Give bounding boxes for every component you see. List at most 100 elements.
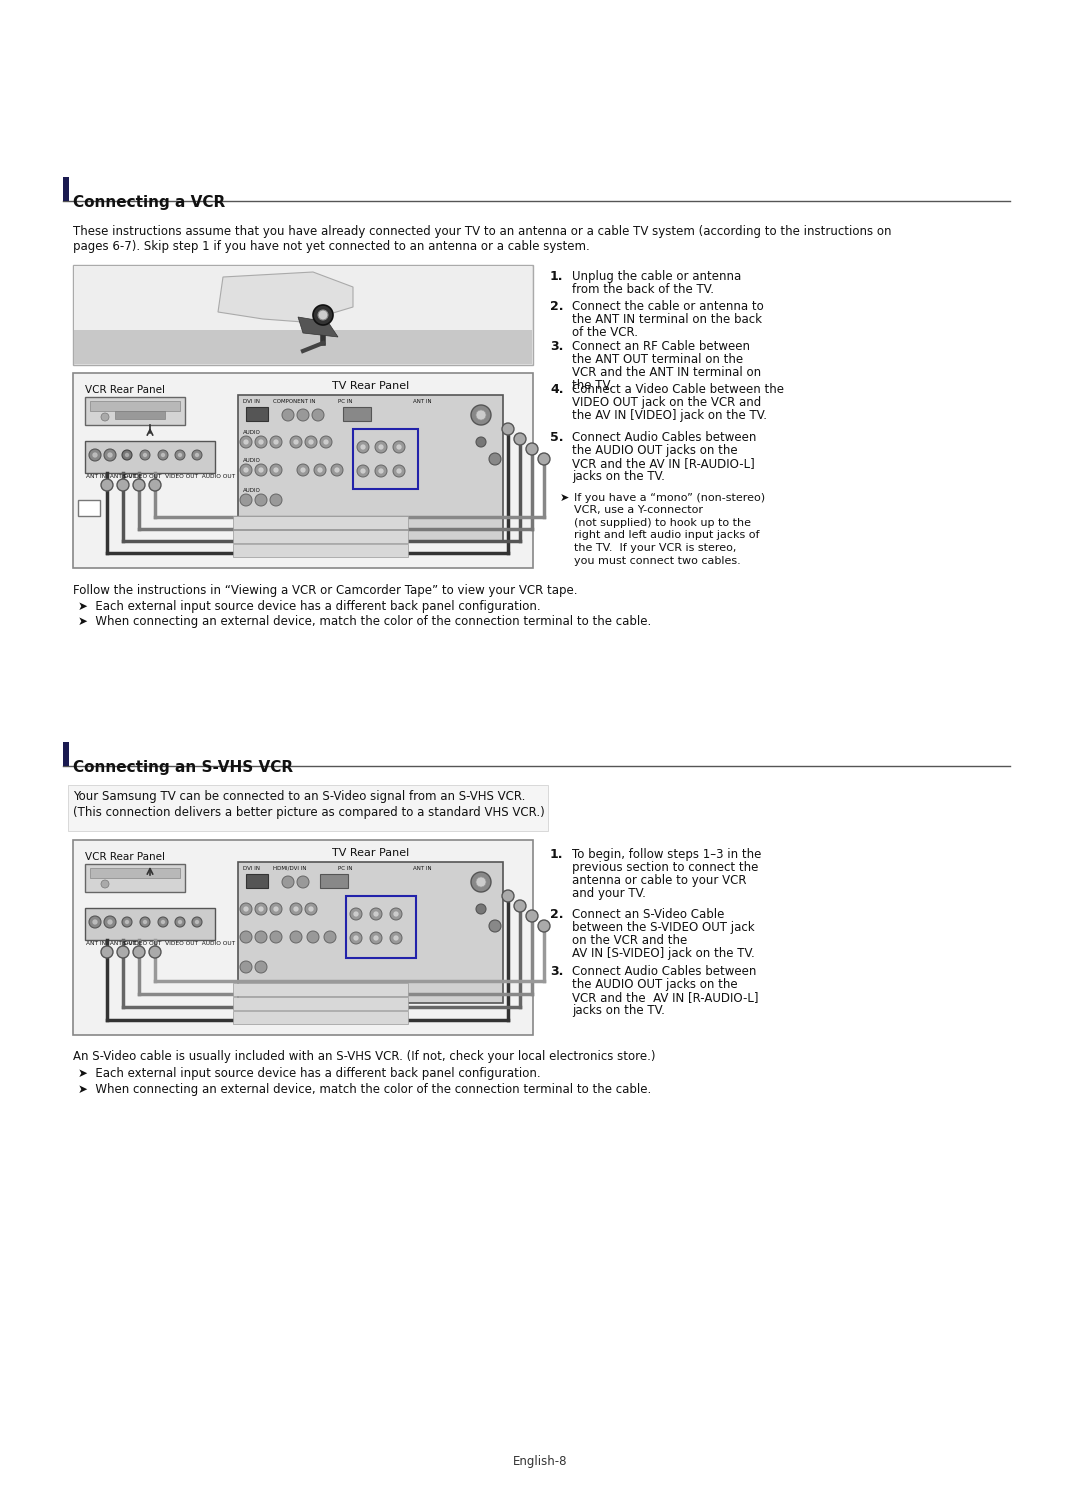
Text: ➤  When connecting an external device, match the color of the connection termina: ➤ When connecting an external device, ma…: [78, 1084, 651, 1096]
Polygon shape: [218, 272, 353, 322]
Circle shape: [255, 494, 267, 507]
Circle shape: [177, 452, 183, 457]
Circle shape: [161, 920, 165, 924]
Bar: [320, 875, 348, 888]
Circle shape: [194, 920, 200, 924]
Bar: [78, 500, 100, 516]
Circle shape: [526, 443, 538, 455]
Circle shape: [104, 915, 116, 927]
Text: Connect Audio Cables between: Connect Audio Cables between: [572, 431, 756, 443]
Circle shape: [240, 464, 252, 476]
Circle shape: [313, 305, 333, 325]
Circle shape: [396, 443, 402, 449]
Circle shape: [293, 439, 299, 445]
Text: 1.: 1.: [550, 848, 564, 861]
Text: 1.: 1.: [550, 271, 564, 283]
Text: on the VCR and the: on the VCR and the: [572, 933, 687, 947]
Circle shape: [502, 890, 514, 902]
Circle shape: [240, 436, 252, 448]
Text: the ANT IN terminal on the back: the ANT IN terminal on the back: [572, 313, 762, 326]
Text: ANT IN: ANT IN: [413, 866, 432, 872]
Text: antenna or cable to your VCR: antenna or cable to your VCR: [572, 875, 746, 887]
Circle shape: [357, 440, 369, 452]
Circle shape: [390, 908, 402, 920]
Circle shape: [393, 911, 399, 917]
Bar: [233, 1012, 408, 1024]
Text: (This connection delivers a better picture as compared to a standard VHS VCR.): (This connection delivers a better pictu…: [73, 806, 544, 819]
Circle shape: [258, 439, 264, 445]
Bar: [75, 266, 532, 331]
Text: Connect an S-Video Cable: Connect an S-Video Cable: [572, 908, 725, 921]
Text: Unplug the cable or antenna: Unplug the cable or antenna: [572, 271, 741, 283]
Text: DVI IN: DVI IN: [243, 398, 260, 404]
Circle shape: [124, 920, 130, 924]
Text: the AUDIO OUT jacks on the: the AUDIO OUT jacks on the: [572, 978, 738, 990]
Circle shape: [243, 439, 249, 445]
Bar: [233, 544, 408, 558]
Circle shape: [282, 409, 294, 421]
Text: ANT IN  ANT OUT: ANT IN ANT OUT: [86, 941, 136, 945]
Circle shape: [360, 467, 366, 473]
Text: and your TV.: and your TV.: [572, 887, 646, 900]
Circle shape: [270, 494, 282, 507]
Circle shape: [255, 930, 267, 942]
Circle shape: [334, 467, 340, 473]
Text: To begin, follow steps 1–3 in the: To begin, follow steps 1–3 in the: [572, 848, 761, 861]
Circle shape: [92, 918, 98, 924]
Text: Connect the cable or antenna to: Connect the cable or antenna to: [572, 301, 764, 313]
Text: (not supplied) to hook up to the: (not supplied) to hook up to the: [573, 519, 751, 528]
Text: VCR Rear Panel: VCR Rear Panel: [85, 385, 165, 395]
Circle shape: [378, 467, 384, 473]
Bar: [85, 397, 185, 425]
Circle shape: [161, 452, 165, 457]
Text: 4.: 4.: [550, 383, 564, 395]
Circle shape: [476, 876, 486, 887]
Circle shape: [177, 920, 183, 924]
Bar: [233, 516, 408, 529]
Text: 2  S-Video Cable (Not supplied): 2 S-Video Cable (Not supplied): [237, 998, 399, 1009]
Text: HDMI/DVI IN: HDMI/DVI IN: [273, 866, 307, 872]
Circle shape: [149, 945, 161, 957]
Text: VCR and the  AV IN [R-AUDIO-L]: VCR and the AV IN [R-AUDIO-L]: [572, 990, 758, 1004]
Circle shape: [140, 449, 150, 460]
Circle shape: [305, 436, 318, 448]
Text: S-VIDEO OUT  VIDEO OUT  AUDIO OUT: S-VIDEO OUT VIDEO OUT AUDIO OUT: [123, 941, 235, 945]
Bar: [63, 177, 69, 201]
Bar: [114, 410, 165, 419]
Text: AUDIO: AUDIO: [243, 430, 261, 434]
Text: AUDIO: AUDIO: [243, 458, 261, 463]
Text: An S-Video cable is usually included with an S-VHS VCR. (If not, check your loca: An S-Video cable is usually included wit…: [73, 1051, 656, 1063]
Text: 2: 2: [83, 500, 90, 510]
Circle shape: [393, 440, 405, 452]
Circle shape: [102, 879, 109, 888]
Bar: [90, 869, 180, 878]
Circle shape: [514, 433, 526, 445]
Text: PC IN: PC IN: [338, 398, 352, 404]
Circle shape: [502, 422, 514, 434]
Circle shape: [373, 911, 379, 917]
Text: Connecting an S-VHS VCR: Connecting an S-VHS VCR: [73, 761, 293, 776]
Bar: [68, 785, 548, 831]
Text: you must connect two cables.: you must connect two cables.: [573, 556, 741, 565]
Circle shape: [300, 467, 306, 473]
Circle shape: [476, 437, 486, 446]
Circle shape: [318, 467, 323, 473]
Text: 2.: 2.: [550, 301, 564, 313]
Circle shape: [192, 449, 202, 460]
Text: of the VCR.: of the VCR.: [572, 326, 638, 340]
Circle shape: [255, 960, 267, 972]
Text: 5.: 5.: [550, 431, 564, 443]
Text: ➤  When connecting an external device, match the color of the connection termina: ➤ When connecting an external device, ma…: [78, 615, 651, 628]
Text: ➤  Each external input source device has a different back panel configuration.: ➤ Each external input source device has …: [78, 1067, 541, 1081]
Circle shape: [360, 443, 366, 449]
Text: the AUDIO OUT jacks on the: the AUDIO OUT jacks on the: [572, 443, 738, 457]
Text: S-VIDEO OUT  VIDEO OUT  AUDIO OUT: S-VIDEO OUT VIDEO OUT AUDIO OUT: [123, 473, 235, 479]
Bar: [233, 983, 408, 996]
Circle shape: [255, 903, 267, 915]
Circle shape: [314, 464, 326, 476]
Circle shape: [538, 452, 550, 464]
Text: 2.: 2.: [550, 908, 564, 921]
Text: the TV.: the TV.: [572, 379, 612, 392]
Circle shape: [104, 449, 116, 461]
Circle shape: [140, 917, 150, 927]
